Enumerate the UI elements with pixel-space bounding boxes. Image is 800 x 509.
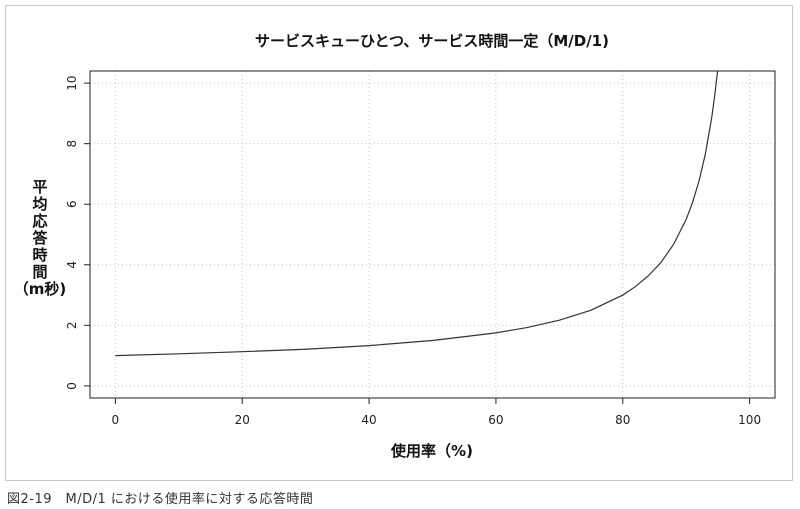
series-line [115, 68, 718, 356]
y-axis-label-line: 間 [32, 263, 47, 281]
y-axis-label-line: （m秒) [14, 280, 67, 298]
figure-caption: 図2-19 M/D/1 における使用率に対する応答時間 [7, 488, 313, 507]
x-axis: 0 20 40 60 80 100 [112, 398, 762, 427]
y-axis-label-line: 平 [32, 178, 47, 196]
x-axis-label: 使用率（%) [390, 442, 473, 460]
y-tick-label: 0 [65, 382, 79, 390]
y-axis: 0 2 4 6 8 10 [65, 75, 90, 389]
y-tick-label: 8 [65, 140, 79, 148]
y-axis-label-line: 時 [32, 246, 47, 264]
grid [90, 71, 775, 398]
chart-title: サービスキューひとつ、サービス時間一定（M/D/1) [255, 32, 609, 50]
x-tick-label: 80 [615, 413, 630, 427]
y-tick-label: 6 [65, 200, 79, 208]
x-tick-label: 20 [235, 413, 250, 427]
x-tick-label: 40 [361, 413, 376, 427]
chart: 0 20 40 60 80 100 0 2 4 6 8 10 サービスキューひとつ、サービス時間一定… [0, 0, 800, 484]
plot-area [90, 71, 775, 398]
x-tick-label: 100 [738, 413, 761, 427]
x-tick-label: 0 [112, 413, 120, 427]
y-tick-label: 4 [65, 261, 79, 269]
y-axis-label-line: 均 [32, 195, 47, 213]
y-axis-label-line: 答 [32, 229, 48, 247]
y-axis-label-line: 応 [32, 212, 47, 230]
x-tick-label: 60 [488, 413, 503, 427]
y-tick-label: 2 [65, 322, 79, 330]
y-tick-label: 10 [65, 75, 79, 90]
